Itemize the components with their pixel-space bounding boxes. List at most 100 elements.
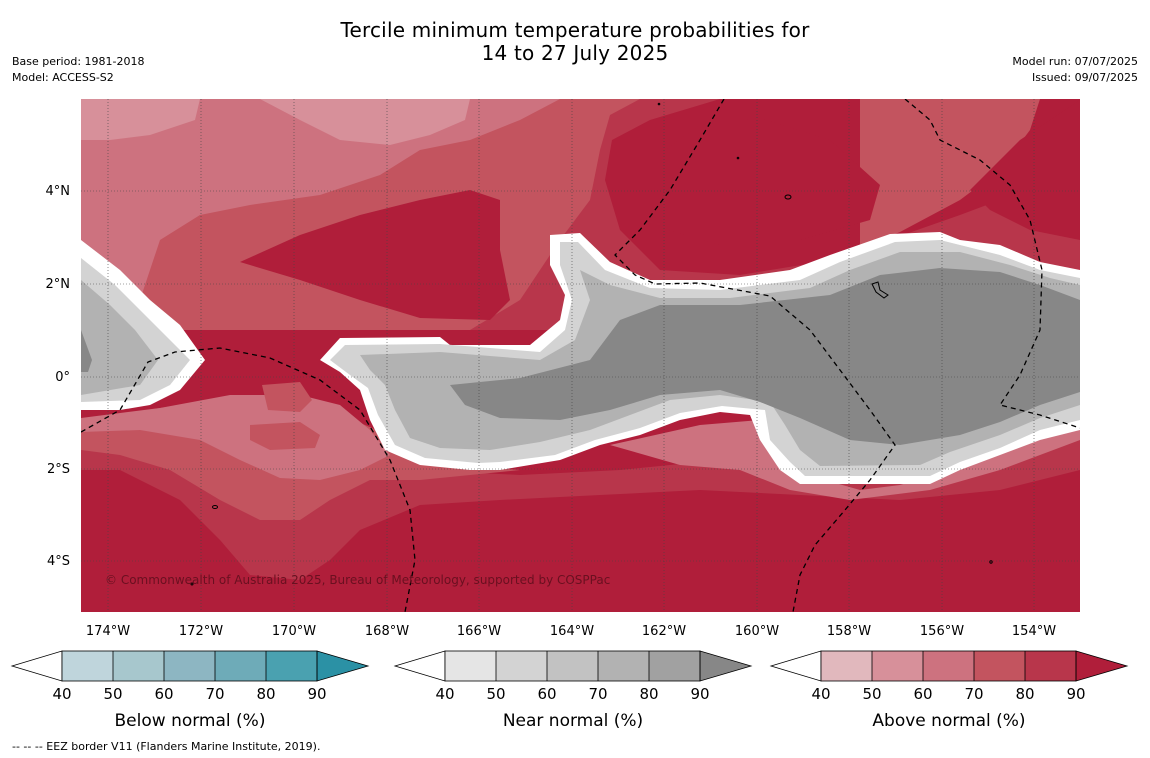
above-90-core-east [970,100,1080,240]
lon-label-156w: 156°W [920,624,964,639]
colorbar-above-tick-80: 80 [1015,685,1034,703]
eez-borders [81,99,1080,612]
above-90-core-north [665,118,880,245]
colorbar-near-tick-40: 40 [435,685,454,703]
colorbar-near-title: Near normal (%) [503,711,643,731]
lon-label-174w: 174°W [86,624,130,639]
colorbar-above-80-90 [1025,651,1076,681]
island-2 [871,281,889,299]
lat-label-4s: 4°S [47,554,70,569]
colorbar-above-title: Above normal (%) [872,711,1025,731]
meta-right: Model run: 07/07/2025 Issued: 09/07/2025 [1012,54,1138,86]
above-60-south [81,395,390,480]
colorbar-near-tick-50: 50 [486,685,505,703]
base-period: Base period: 1981-2018 [12,55,145,68]
near-90-main [450,268,1080,445]
above-50-northwest [81,99,200,140]
colorbar-near-60-70 [547,651,598,681]
colorbar-below-50-60 [113,651,164,681]
eez-border-east [904,99,1080,429]
island-5 [989,560,993,564]
colorbar-near-over [699,650,753,682]
title-line-1: Tercile minimum temperature probabilitie… [340,18,810,42]
colorbar-below-under [10,650,63,682]
colorbar-above: 40 50 60 70 80 90 Above normal (%) [769,650,1129,731]
island-6 [657,102,661,106]
island-7 [736,156,740,160]
lon-label-166w: 166°W [457,624,501,639]
lon-label-168w: 168°W [365,624,409,639]
colorbar-above-40-50 [821,651,872,681]
lon-label-154w: 154°W [1012,624,1056,639]
colorbar-near-40-50 [445,651,496,681]
colorbar-near-tick-70: 70 [588,685,607,703]
copyright-notice: © Commonwealth of Australia 2025, Bureau… [105,573,610,587]
colorbar-below-tick-70: 70 [205,685,224,703]
latitude-labels: 4°N 2°N 0° 2°S 4°S [46,184,71,569]
lat-label-4n: 4°N [46,184,71,199]
colorbar-near-70-80 [598,651,649,681]
island-4 [190,582,194,586]
colorbar-near-80-90 [649,651,700,681]
above-60-north [81,99,560,320]
eez-legend-note: -- -- -- EEZ border V11 (Flanders Marine… [12,740,321,753]
above-90-core-west [240,190,510,320]
colorbar-near-tick-80: 80 [639,685,658,703]
colorbar-below-tick-90: 90 [307,685,326,703]
above-70-northeast [860,99,1040,248]
island-1 [784,194,792,200]
islands [190,102,993,586]
above-60-southeast [610,420,1080,500]
near-70-west [81,280,158,395]
colorbar-above-tick-40: 40 [811,685,830,703]
model-run: Model run: 07/07/2025 [1012,55,1138,68]
above-50-north [260,99,470,145]
lon-label-162w: 162°W [642,624,686,639]
colorbar-above-tick-50: 50 [862,685,881,703]
colorbar-below: 40 50 60 70 80 90 Below normal (%) [10,650,370,731]
model-name: Model: ACCESS-S2 [12,71,114,84]
lat-label-2s: 2°S [47,462,70,477]
near-90-west [81,330,92,372]
colorbar-above-tick-90: 90 [1066,685,1085,703]
colorbar-below-tick-50: 50 [103,685,122,703]
probability-field [81,99,1080,612]
colorbar-above-70-80 [974,651,1025,681]
lon-label-160w: 160°W [735,624,779,639]
issued-date: Issued: 09/07/2025 [1031,71,1138,84]
colorbar-below-80-90 [266,651,317,681]
colorbar-near-under [393,650,446,682]
above-80-blob-2 [262,382,312,412]
colorbar-above-60-70 [923,651,974,681]
colorbar-below-70-80 [215,651,266,681]
colorbar-near-tick-60: 60 [537,685,556,703]
colorbar-below-tick-80: 80 [256,685,275,703]
colorbar-above-50-60 [872,651,923,681]
meta-left: Base period: 1981-2018 Model: ACCESS-S2 [12,54,144,86]
lon-label-170w: 170°W [272,624,316,639]
lon-label-172w: 172°W [179,624,223,639]
longitude-labels: 174°W 172°W 170°W 168°W 166°W 164°W 162°… [86,624,1056,639]
colorbar-above-under [769,650,822,682]
lon-label-158w: 158°W [827,624,871,639]
colorbar-above-over [1075,650,1129,682]
colorbar-below-tick-60: 60 [154,685,173,703]
map-figure: 4°N 2°N 0° 2°S 4°S 174°W 172°W 170°W 168… [10,99,1129,731]
colorbar-near-50-60 [496,651,547,681]
above-80-blob-1 [250,422,320,450]
colorbar-above-tick-70: 70 [964,685,983,703]
eez-border-west [81,347,416,612]
lat-label-2n: 2°N [46,277,71,292]
colorbar-near: 40 50 60 70 80 90 Near normal (%) [393,650,753,731]
colorbar-below-title: Below normal (%) [115,711,266,731]
colorbar-below-40-50 [62,651,113,681]
colorbar-near-tick-90: 90 [690,685,709,703]
colorbar-below-60-70 [164,651,215,681]
map-title: Tercile minimum temperature probabilitie… [0,19,1150,65]
eez-border-north [614,99,896,612]
lat-label-0: 0° [55,370,70,385]
colorbar-below-over [316,650,370,682]
island-3 [212,505,218,509]
lon-label-164w: 164°W [550,624,594,639]
colorbar-above-tick-60: 60 [913,685,932,703]
